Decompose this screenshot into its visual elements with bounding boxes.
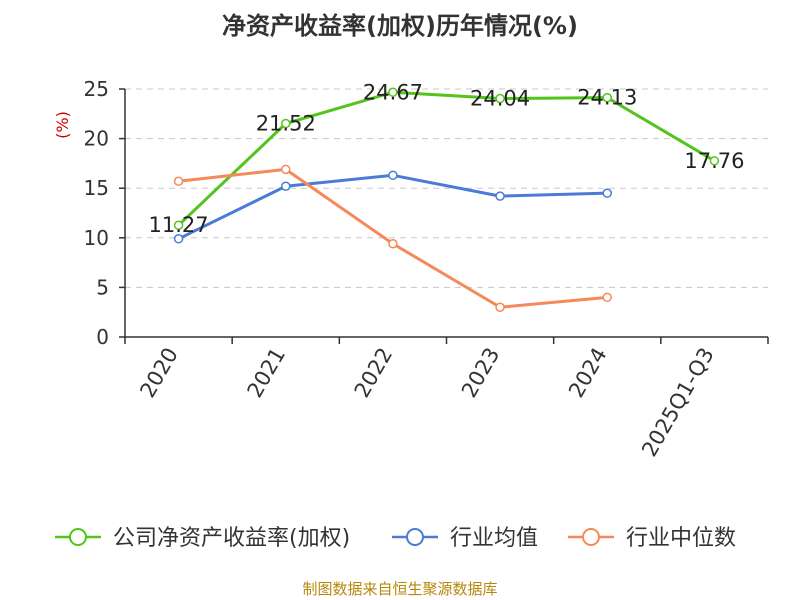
data-source-note: 制图数据来自恒生聚源数据库 [302, 580, 498, 598]
data-point-s0-2023 [495, 93, 505, 104]
legend-marker-0 [69, 528, 87, 546]
data-point-s2-2023 [495, 302, 505, 312]
data-point-s0-2025Q1-Q3 [709, 156, 720, 166]
legend-marker-2 [582, 528, 600, 546]
data-label-2022: 24.67 [363, 80, 423, 104]
grid-lines [125, 88, 768, 288]
data-point-s1-2022 [388, 170, 398, 181]
legend: 公司净资产收益率(加权) 行业均值 行业中位数 [55, 526, 736, 551]
data-point-s1-2023 [495, 191, 505, 201]
chart-title: 净资产收益率(加权)历年情况(%) [222, 12, 578, 40]
data-point-s2-2020 [173, 176, 184, 187]
x-tick-label-2020: 2020 [135, 344, 183, 402]
data-point-s1-2021 [281, 181, 291, 191]
legend-marker-1 [406, 528, 424, 546]
data-point-s0-2021 [281, 118, 291, 129]
y-tick-label-25: 25 [84, 77, 109, 101]
y-tick-label-15: 15 [84, 176, 109, 200]
x-tick-label-2023: 2023 [457, 344, 505, 402]
data-point-s1-2024 [602, 188, 612, 198]
series-line-0 [177, 90, 716, 227]
x-tick-label-2024: 2024 [564, 344, 612, 402]
data-point-s0-2020 [173, 220, 184, 230]
data-label-2025Q1-Q3: 17.76 [684, 149, 744, 173]
x-tick-label-2025Q1-Q3: 2025Q1-Q3 [637, 344, 719, 461]
y-tick-label-20: 20 [84, 127, 109, 151]
series-lines [173, 87, 720, 312]
axes: 0 5 10 15 20 25 (%) 2020 2021 2022 2023 2024 2025Q1-… [53, 77, 769, 461]
data-label-2021: 21.52 [256, 112, 316, 136]
data-label-2023: 24.04 [470, 87, 530, 111]
series-line-1 [177, 173, 608, 241]
y-axis-label: (%) [53, 111, 72, 139]
legend-label-1: 行业均值 [450, 526, 538, 551]
legend-label-0: 公司净资产收益率(加权) [113, 526, 350, 551]
y-tick-label-5: 5 [96, 275, 109, 299]
data-point-s2-2021 [281, 164, 291, 175]
x-tick-label-2021: 2021 [243, 344, 291, 402]
y-tick-label-10: 10 [84, 226, 109, 250]
data-label-2024: 24.13 [577, 86, 637, 110]
data-point-s2-2022 [388, 239, 398, 249]
y-tick-label-0: 0 [96, 325, 109, 349]
data-point-s2-2024 [602, 292, 612, 303]
x-tick-label-2022: 2022 [350, 344, 398, 402]
data-point-s0-2022 [388, 87, 398, 98]
data-labels: 11.27 21.52 24.67 24.04 24.13 17.76 [149, 80, 745, 237]
data-point-s1-2020 [173, 234, 184, 244]
data-point-s0-2024 [602, 92, 612, 103]
legend-label-2: 行业中位数 [626, 526, 736, 551]
data-label-2020: 11.27 [149, 213, 209, 237]
